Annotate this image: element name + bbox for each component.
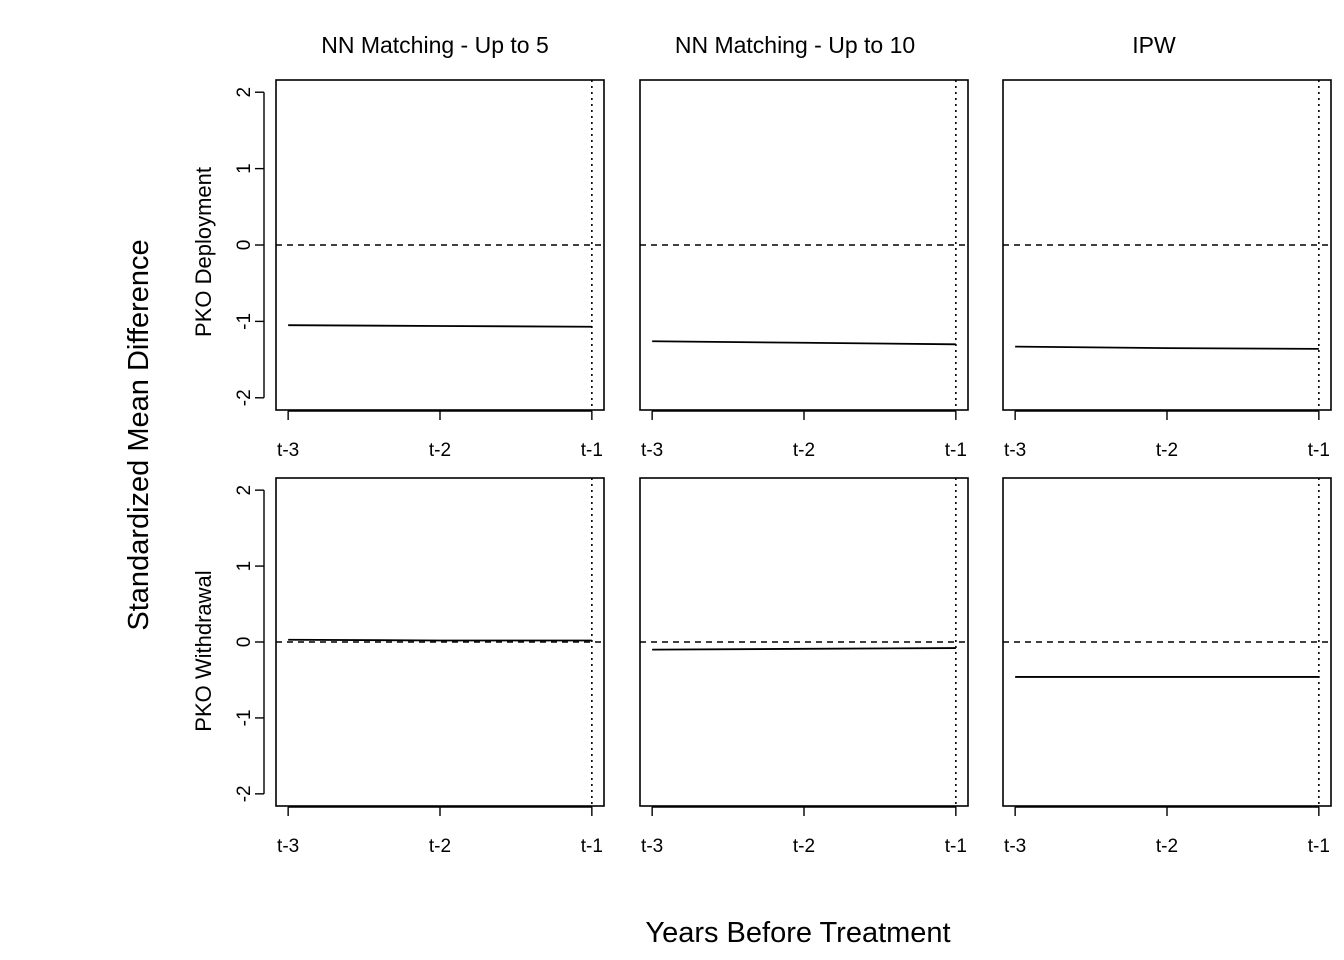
x-tick-label-t-3: t-3 [1004, 440, 1026, 461]
x-tick-label-t-2: t-2 [429, 836, 451, 857]
y-tick-label-0: 0 [234, 240, 255, 251]
x-tick-label-t-3: t-3 [277, 836, 299, 857]
y-tick-label-0: 0 [234, 637, 255, 648]
x-tick-label-t-1: t-1 [1308, 440, 1330, 461]
panel-1: t-3 t-2 t-1 -2 -1 0 1 2 [234, 79, 605, 461]
panel-6: t-3 t-2 t-1 [1002, 477, 1332, 857]
row-title-2: PKO Withdrawal [191, 570, 216, 731]
x-tick-label-t-1: t-1 [581, 440, 603, 461]
x-tick-label-t-3: t-3 [641, 836, 663, 857]
panel-3: t-3 t-2 t-1 [1002, 79, 1332, 461]
x-axis-title: Years Before Treatment [645, 917, 950, 949]
y-tick-label--1: -1 [234, 313, 255, 330]
y-axis-title: Standardized Mean Difference [123, 239, 155, 630]
column-title-2: NN Matching - Up to 10 [675, 32, 915, 58]
x-tick-label-t-3: t-3 [277, 440, 299, 461]
x-tick-label-t-1: t-1 [945, 440, 967, 461]
x-tick-label-t-2: t-2 [1156, 836, 1178, 857]
smd-series-line [288, 638, 592, 642]
x-tick-label-t-2: t-2 [793, 836, 815, 857]
column-title-1: NN Matching - Up to 5 [321, 32, 549, 58]
panel-2: t-3 t-2 t-1 [639, 79, 969, 461]
x-tick-label-t-1: t-1 [581, 836, 603, 857]
x-tick-label-t-3: t-3 [1004, 836, 1026, 857]
row-title-1: PKO Deployment [191, 167, 216, 337]
panel-4: t-3 t-2 t-1 -2 -1 0 1 2 [234, 477, 605, 857]
y-tick-label-1: 1 [234, 163, 255, 174]
y-tick-label--2: -2 [234, 389, 255, 406]
panel-5: t-3 t-2 t-1 [639, 477, 969, 857]
x-tick-label-t-1: t-1 [1308, 836, 1330, 857]
x-tick-label-t-2: t-2 [429, 440, 451, 461]
x-tick-label-t-2: t-2 [793, 440, 815, 461]
y-tick-label-2: 2 [234, 87, 255, 98]
x-tick-label-t-3: t-3 [641, 440, 663, 461]
y-tick-label-1: 1 [234, 561, 255, 572]
smd-series-line [1015, 345, 1319, 350]
column-title-3: IPW [1132, 32, 1176, 58]
y-tick-label--1: -1 [234, 709, 255, 726]
y-tick-label--2: -2 [234, 785, 255, 802]
x-tick-label-t-1: t-1 [945, 836, 967, 857]
panels-group: t-3 t-2 t-1 -2 -1 0 1 2 t-3 t-2 t-1 t-3 t-2 t-1 t-3 t-2… [234, 79, 1332, 857]
x-tick-label-t-2: t-2 [1156, 440, 1178, 461]
y-tick-label-2: 2 [234, 485, 255, 496]
